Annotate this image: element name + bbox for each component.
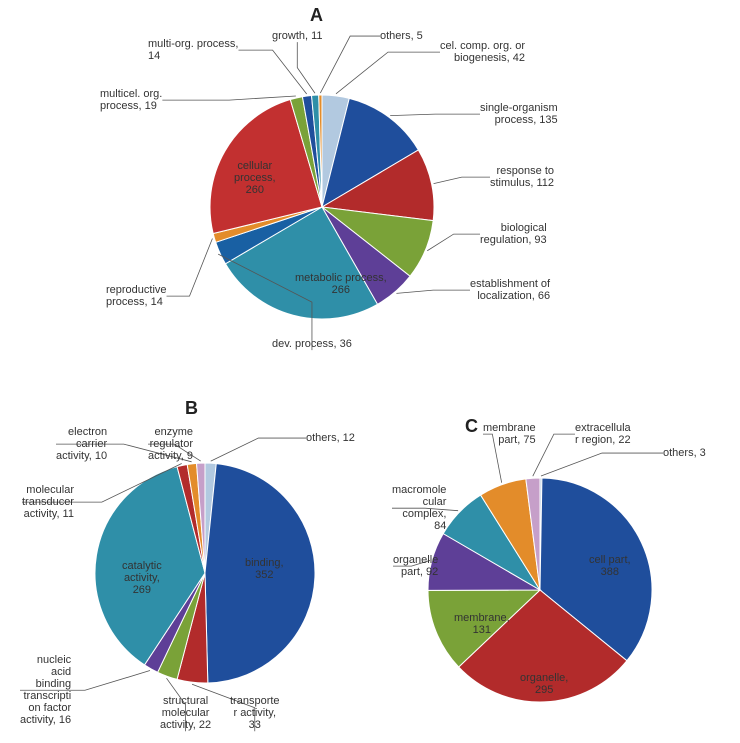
charts-svg [0, 0, 740, 743]
leader-line [162, 96, 296, 100]
slice-b-1 [205, 464, 315, 683]
leader-line [393, 560, 430, 566]
panel-label-b: B [185, 398, 198, 419]
leader-line [336, 52, 440, 94]
leader-line [192, 684, 255, 731]
leader-line [166, 678, 185, 731]
pie-b [20, 438, 315, 731]
leader-line [320, 36, 380, 93]
leader-line [533, 434, 575, 476]
leader-line [211, 438, 306, 461]
leader-line [167, 238, 213, 296]
leader-line [238, 50, 306, 94]
panel-label-a: A [310, 5, 323, 26]
leader-line [483, 434, 502, 483]
leader-line [390, 114, 480, 116]
leader-line [392, 508, 458, 510]
pie-c [392, 434, 663, 702]
leader-line [434, 177, 490, 184]
leader-line [427, 234, 480, 251]
leader-line [56, 444, 192, 462]
leader-line [20, 671, 150, 691]
pie-a [162, 36, 490, 350]
leader-line [396, 290, 470, 293]
leader-line [541, 453, 663, 476]
panel-label-c: C [465, 416, 478, 437]
